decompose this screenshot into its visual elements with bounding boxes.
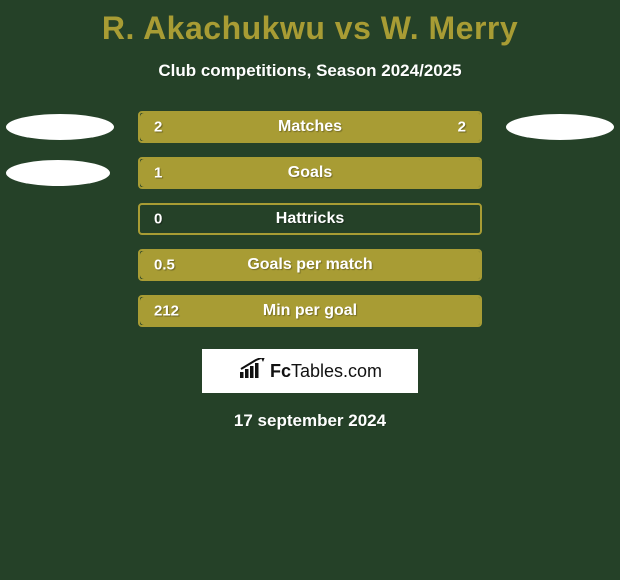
stat-bar: 1 Goals	[138, 157, 482, 189]
oval-left	[6, 114, 114, 140]
logo-prefix: Fc	[270, 361, 291, 381]
stat-row: 1 Goals	[0, 157, 620, 189]
stats-list: 2 2 Matches 1 Goals 0 Hattricks 0.5 Goals per ma…	[0, 111, 620, 327]
stat-left-value: 212	[154, 303, 179, 320]
stat-label: Matches	[278, 118, 342, 136]
logo-text: FcTables.com	[270, 361, 382, 382]
page-title: R. Akachukwu vs W. Merry	[0, 0, 620, 47]
stat-bar: 0 Hattricks	[138, 203, 482, 235]
stat-label: Goals	[288, 164, 332, 182]
stat-label: Hattricks	[276, 210, 344, 228]
oval-left	[6, 160, 110, 186]
stat-bar: 0.5 Goals per match	[138, 249, 482, 281]
logo-box[interactable]: FcTables.com	[202, 349, 418, 393]
subtitle: Club competitions, Season 2024/2025	[0, 61, 620, 81]
stat-left-value: 0.5	[154, 257, 175, 274]
stat-label: Min per goal	[263, 302, 357, 320]
stat-left-value: 1	[154, 165, 162, 182]
stat-left-value: 0	[154, 211, 162, 228]
stat-row: 2 2 Matches	[0, 111, 620, 143]
stat-right-value: 2	[458, 119, 466, 136]
stat-row: 0.5 Goals per match	[0, 249, 620, 281]
stat-bar: 212 Min per goal	[138, 295, 482, 327]
chart-icon	[238, 358, 266, 385]
oval-right	[506, 114, 614, 140]
stat-label: Goals per match	[247, 256, 372, 274]
stat-bar: 2 2 Matches	[138, 111, 482, 143]
stat-row: 212 Min per goal	[0, 295, 620, 327]
logo-suffix: Tables.com	[291, 361, 382, 381]
comparison-container: R. Akachukwu vs W. Merry Club competitio…	[0, 0, 620, 580]
stat-row: 0 Hattricks	[0, 203, 620, 235]
stat-left-value: 2	[154, 119, 162, 136]
date-label: 17 september 2024	[0, 411, 620, 431]
